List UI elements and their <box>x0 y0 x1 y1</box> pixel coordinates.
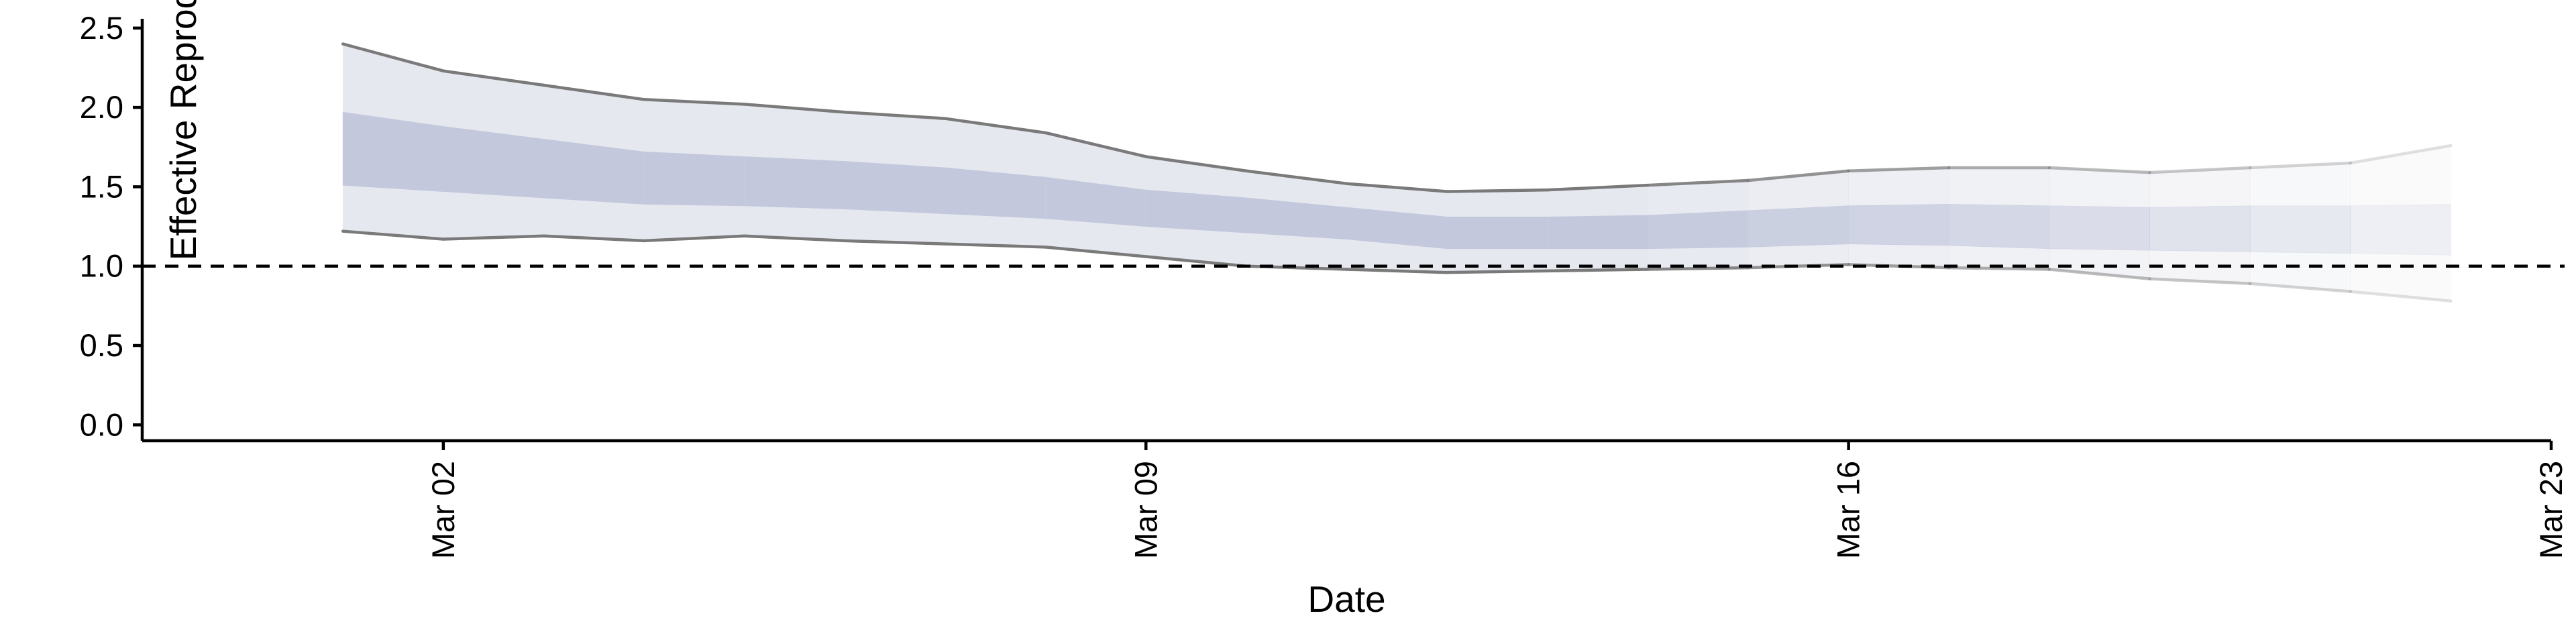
credible-interval-bands <box>342 43 2451 302</box>
inner-band-segment <box>1446 216 1548 250</box>
upper-edge-segment <box>1044 131 1148 158</box>
upper-edge-segment <box>843 110 947 120</box>
upper-edge-segment <box>441 69 545 87</box>
lower-edge-segment <box>2148 277 2252 286</box>
lower-edge-segment <box>441 234 545 241</box>
y-axis-title: Effective Reproduction no <box>162 0 204 260</box>
lower-edge-segment <box>1947 266 2051 271</box>
y-tick-label: 0.5 <box>80 327 123 363</box>
inner-band-segment <box>2249 205 2351 254</box>
upper-edge-segment <box>341 42 445 72</box>
lower-edge-segment <box>1144 255 1248 268</box>
inner-band-segment <box>443 126 544 199</box>
lower-edge-segment <box>2047 268 2151 280</box>
inner-band-segment <box>342 111 444 192</box>
upper-edge-segment <box>2248 161 2352 170</box>
upper-edge-segment <box>1847 166 1951 173</box>
inner-band-segment <box>844 161 946 215</box>
upper-edge-segment <box>542 83 646 101</box>
inner-band-segment <box>643 151 745 207</box>
lower-edge-segment <box>642 234 746 243</box>
x-tick-label: Mar 09 <box>1128 461 1163 559</box>
upper-edge-segment <box>1345 182 1449 193</box>
lower-edge-segment <box>341 229 445 241</box>
outer-band-segment <box>2350 145 2451 302</box>
y-tick-label: 0.0 <box>80 407 123 442</box>
y-tick-label: 2.5 <box>80 10 123 46</box>
lower-edge-segment <box>743 234 847 243</box>
x-axis: Mar 02 Mar 09 Mar 16 Mar 23 <box>142 439 2569 559</box>
x-axis-title: Date <box>1307 578 1385 620</box>
lower-edge-segment <box>542 234 646 243</box>
inner-band-segment <box>1948 204 2050 250</box>
lower-edge-segment <box>843 239 947 246</box>
y-tick-label: 1.5 <box>80 168 123 204</box>
y-tick-label: 1.0 <box>80 248 123 284</box>
lower-edge-segment <box>1445 269 1549 274</box>
upper-edge-segment <box>1445 188 1549 193</box>
y-tick-label: 2.0 <box>80 89 123 125</box>
upper-edge-segment <box>1546 183 1650 192</box>
lower-edge-segment <box>2248 282 2352 293</box>
lower-edge-segment <box>2349 290 2453 303</box>
outer-band-segment <box>2149 167 2251 284</box>
outer-band-segment <box>2249 162 2351 292</box>
inner-band-segment <box>1547 215 1648 250</box>
lower-edge-segment <box>1044 246 1148 258</box>
upper-edge-segment <box>1144 155 1248 173</box>
inner-band-segment <box>744 156 845 209</box>
inner-band-segment <box>2149 205 2251 252</box>
lower-edge-segment <box>1345 268 1449 274</box>
upper-edge-segment <box>743 103 847 114</box>
inner-band-segment <box>1647 210 1749 250</box>
inner-band-segment <box>2350 204 2451 256</box>
x-tick-label: Mar 02 <box>425 461 461 559</box>
upper-edge-segment <box>1244 169 1348 185</box>
upper-edge-segment <box>2349 144 2453 165</box>
upper-edge-segment <box>2047 166 2151 174</box>
x-tick-label: Mar 23 <box>2533 461 2569 559</box>
upper-edge-segment <box>642 98 746 106</box>
x-ticks: Mar 02 Mar 09 Mar 16 Mar 23 <box>425 441 2569 559</box>
upper-edge-segment <box>1746 169 1850 182</box>
inner-band-segment <box>1848 204 1949 246</box>
y-ticks: 0.0 0.5 1.0 1.5 2.0 2.5 <box>80 10 142 442</box>
x-tick-label: Mar 16 <box>1831 461 1866 559</box>
lower-edge-segment <box>1546 268 1650 273</box>
inner-band-segment <box>1748 205 1849 248</box>
inner-band-segment <box>2049 205 2150 251</box>
upper-edge-segment <box>1646 178 1750 187</box>
lower-edge-segment <box>1646 266 1750 271</box>
lower-edge-segment <box>943 242 1047 249</box>
upper-edge-segment <box>943 117 1047 135</box>
y-axis: 0.0 0.5 1.0 1.5 2.0 2.5 <box>80 10 144 442</box>
upper-edge-segment <box>2148 166 2252 174</box>
